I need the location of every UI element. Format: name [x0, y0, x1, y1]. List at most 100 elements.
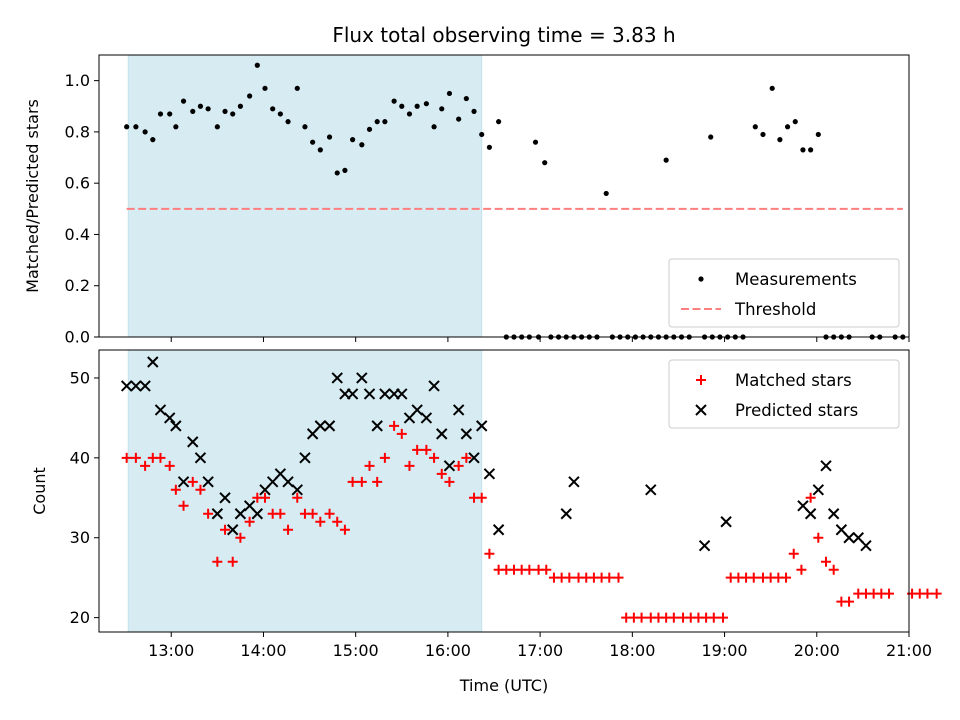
data-point — [805, 492, 816, 503]
data-point — [259, 492, 270, 503]
data-point — [291, 484, 303, 496]
chart-title: Flux total observing time = 3.83 h — [332, 23, 675, 47]
data-point — [479, 131, 485, 138]
data-point — [142, 129, 148, 135]
data-point — [150, 137, 156, 143]
data-point — [411, 404, 423, 416]
data-point — [334, 170, 340, 176]
data-point — [350, 137, 356, 143]
data-point — [283, 524, 294, 535]
data-point — [173, 124, 179, 130]
data-point — [420, 412, 433, 424]
data-point — [788, 548, 799, 559]
data-point — [331, 372, 343, 384]
y-tick-label: 0.6 — [65, 174, 90, 193]
data-point — [194, 452, 207, 464]
data-point — [412, 444, 423, 455]
data-point — [748, 572, 759, 583]
data-point — [315, 516, 326, 527]
data-point — [444, 476, 455, 487]
bottom-panel: 20 30 40 50 13:00 14:00 15:00 16:00 17:00 18:00 19… — [30, 349, 942, 695]
data-point — [133, 124, 139, 130]
data-point — [844, 596, 855, 607]
data-point — [379, 388, 391, 400]
data-point — [792, 119, 798, 125]
data-point — [815, 131, 821, 138]
data-point — [613, 572, 624, 583]
data-point — [347, 476, 358, 487]
data-point — [235, 532, 246, 543]
x-tick-label: 19:00 — [702, 641, 748, 660]
data-point — [796, 564, 807, 575]
data-point — [843, 532, 855, 544]
data-point — [476, 420, 488, 432]
data-point — [227, 524, 239, 536]
data-point — [363, 388, 376, 400]
data-point — [468, 452, 480, 464]
data-point — [443, 460, 456, 472]
series-matched-stars — [121, 420, 942, 623]
data-point — [492, 524, 505, 536]
data-point — [359, 142, 365, 148]
data-point — [237, 103, 244, 109]
data-point — [212, 556, 223, 567]
data-point — [197, 103, 204, 109]
data-point — [130, 452, 141, 463]
data-point — [155, 452, 166, 463]
y-axis-ticks: 20 30 40 50 — [70, 368, 99, 627]
y-tick-label: 40 — [70, 448, 90, 467]
legend-entry: Measurements — [698, 270, 857, 289]
data-point — [219, 492, 231, 504]
data-point — [496, 119, 502, 125]
data-point — [314, 420, 327, 432]
x-tick-label: 18:00 — [609, 641, 655, 660]
data-point — [202, 476, 214, 488]
data-point — [421, 444, 432, 455]
y-tick-label: 1.0 — [65, 71, 90, 90]
y-axis-label: Matched/Predicted stars — [23, 99, 42, 293]
data-point — [346, 388, 359, 400]
data-point — [170, 420, 182, 432]
data-point — [461, 452, 472, 463]
data-point — [603, 190, 609, 197]
data-point — [324, 508, 335, 519]
y-tick-label: 0.2 — [65, 276, 90, 295]
data-point — [147, 356, 159, 368]
data-point — [332, 516, 343, 527]
data-point — [120, 380, 133, 392]
data-point — [317, 147, 323, 153]
data-point — [251, 508, 264, 520]
data-point — [532, 139, 539, 145]
data-point — [396, 428, 407, 439]
data-point — [406, 111, 413, 117]
data-point — [164, 460, 175, 471]
x-tick-label: 14:00 — [240, 641, 286, 660]
data-point — [130, 380, 142, 392]
data-point — [399, 103, 405, 109]
data-point — [813, 532, 824, 543]
y-tick-label: 0.4 — [65, 225, 90, 244]
data-point — [524, 564, 535, 575]
data-point — [121, 452, 132, 463]
legend-swatch — [695, 404, 707, 416]
data-point — [379, 452, 390, 463]
data-point — [167, 111, 173, 117]
legend-label: Matched stars — [735, 371, 852, 390]
axes-frame — [98, 349, 910, 633]
data-point — [203, 508, 214, 519]
data-point — [542, 160, 548, 166]
top-panel: 0.0 0.2 0.4 0.6 0.8 1.0 Matched/Predicted star… — [23, 23, 910, 347]
data-point — [187, 476, 198, 487]
x-tick-label: 16:00 — [425, 641, 471, 660]
data-point — [429, 452, 440, 463]
legend-entry: Matched stars — [696, 371, 852, 390]
data-point — [564, 572, 575, 583]
legend-box — [668, 359, 900, 429]
data-point — [456, 116, 462, 122]
data-point — [827, 508, 840, 520]
data-point — [698, 540, 711, 552]
data-point — [177, 476, 190, 488]
x-tick-label: 17:00 — [517, 641, 563, 660]
data-point — [230, 111, 236, 117]
legend-label: Threshold — [734, 300, 816, 319]
